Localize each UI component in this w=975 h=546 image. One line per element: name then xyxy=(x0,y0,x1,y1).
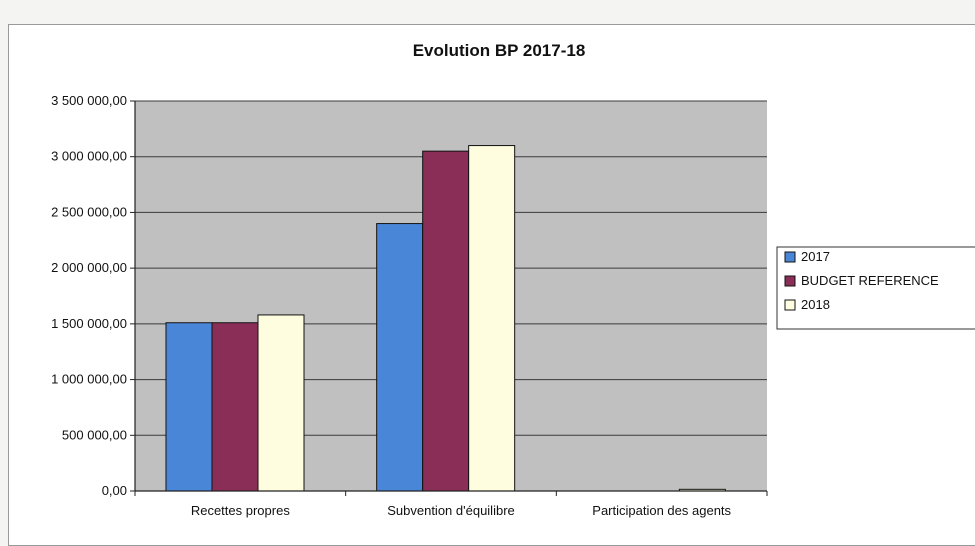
y-tick-label: 2 000 000,00 xyxy=(51,260,127,275)
legend-swatch xyxy=(784,275,796,287)
x-tick-label: Subvention d'équilibre xyxy=(387,503,515,518)
y-tick-label: 2 500 000,00 xyxy=(51,204,127,219)
axes xyxy=(134,101,767,492)
y-tick-label: 1 500 000,00 xyxy=(51,316,127,331)
bar xyxy=(376,223,424,492)
y-tick-label: 3 500 000,00 xyxy=(51,93,127,108)
bar xyxy=(257,314,305,492)
bar xyxy=(211,322,259,492)
legend-swatch xyxy=(784,299,796,311)
x-tick-label: Participation des agents xyxy=(592,503,731,518)
bar xyxy=(422,150,470,492)
legend: 2017 BUDGET REFERENCE 2018 xyxy=(776,246,975,330)
bar xyxy=(468,145,516,492)
y-tick-label: 3 000 000,00 xyxy=(51,149,127,164)
chart-title: Evolution BP 2017-18 xyxy=(413,41,586,60)
y-tick-label: 0,00 xyxy=(102,483,127,498)
legend-swatch xyxy=(784,251,796,263)
x-tick-label: Recettes propres xyxy=(191,503,290,518)
legend-label: 2017 xyxy=(801,249,830,264)
y-axis-ticks: 0,00 500 000,00 1 000 000,00 1 500 000,00 2 … xyxy=(51,93,135,498)
legend-label: BUDGET REFERENCE xyxy=(801,273,939,288)
y-tick-label: 1 000 000,00 xyxy=(51,372,127,387)
y-tick-label: 500 000,00 xyxy=(62,427,127,442)
bar xyxy=(165,322,213,492)
bar-chart: 0,00 500 000,00 1 000 000,00 1 500 000,00 2 … xyxy=(51,41,975,518)
legend-label: 2018 xyxy=(801,297,830,312)
x-axis-ticks: Recettes propres Subvention d'équilibre Pa… xyxy=(134,491,768,518)
chart-frame: 0,00 500 000,00 1 000 000,00 1 500 000,00 2 … xyxy=(8,24,975,546)
legend-box xyxy=(776,246,975,330)
